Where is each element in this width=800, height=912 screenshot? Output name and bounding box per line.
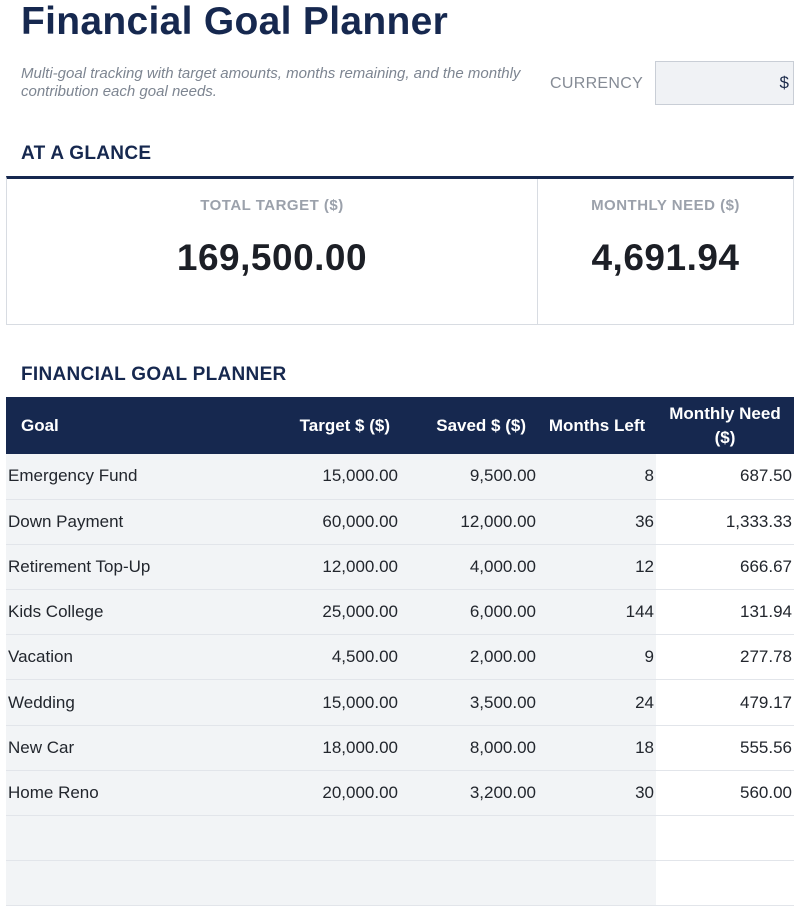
monthly-need-label: MONTHLY NEED ($) [591,197,740,214]
saved-cell[interactable] [400,815,538,862]
monthly-need-cell[interactable]: 560.00 [656,770,794,817]
saved-cell[interactable]: 9,500.00 [400,454,538,500]
monthly-need-cell[interactable] [656,815,794,862]
target-cell[interactable]: 25,000.00 [255,589,400,636]
saved-cell[interactable]: 4,000.00 [400,544,538,591]
target-cell[interactable]: 18,000.00 [255,725,400,771]
target-cell[interactable]: 60,000.00 [255,499,400,545]
monthly-need-cell[interactable]: 1,333.33 [656,499,794,545]
saved-cell[interactable]: 12,000.00 [400,499,538,545]
page-title: Financial Goal Planner [21,0,449,43]
monthly-need-cell[interactable]: 555.56 [656,725,794,771]
target-cell[interactable]: 4,500.00 [255,634,400,681]
months-left-cell[interactable] [538,815,656,862]
saved-cell[interactable]: 6,000.00 [400,589,538,636]
table-row: Down Payment 60,000.00 12,000.00 36 1,333.33 [6,499,794,545]
months-left-cell[interactable]: 30 [538,770,656,817]
months-left-cell[interactable]: 18 [538,725,656,771]
target-cell[interactable]: 15,000.00 [255,679,400,726]
months-left-cell[interactable]: 8 [538,454,656,500]
goal-cell[interactable]: New Car [6,725,255,771]
goal-cell[interactable]: Emergency Fund [6,454,255,500]
column-header-goal[interactable]: Goal [6,397,255,454]
column-header-monthly-need[interactable]: Monthly Need ($) [656,397,794,454]
table-row: New Car 18,000.00 8,000.00 18 555.56 [6,725,794,771]
table-row: Wedding 15,000.00 3,500.00 24 479.17 [6,679,794,726]
column-header-saved[interactable]: Saved $ ($) [400,397,538,454]
months-left-cell[interactable]: 144 [538,589,656,636]
monthly-need-card: MONTHLY NEED ($) 4,691.94 [538,179,793,324]
monthly-need-cell[interactable] [656,860,794,907]
column-header-target[interactable]: Target $ ($) [255,397,400,454]
target-cell[interactable]: 15,000.00 [255,454,400,500]
goal-cell[interactable] [6,815,255,862]
months-left-cell[interactable]: 24 [538,679,656,726]
saved-cell[interactable] [400,860,538,907]
monthly-need-cell[interactable]: 687.50 [656,454,794,500]
goal-cell[interactable]: Home Reno [6,770,255,817]
monthly-need-cell[interactable]: 666.67 [656,544,794,591]
table-row: Retirement Top-Up 12,000.00 4,000.00 12 666.… [6,544,794,591]
column-header-months-left[interactable]: Months Left [538,397,656,454]
table-row: Emergency Fund 15,000.00 9,500.00 8 687.50 [6,454,794,500]
kpi-panel: TOTAL TARGET ($) 169,500.00 MONTHLY NEED… [6,176,794,325]
at-a-glance-heading: AT A GLANCE [21,143,152,164]
goal-cell[interactable]: Retirement Top-Up [6,544,255,591]
months-left-cell[interactable]: 9 [538,634,656,681]
table-row [6,815,794,862]
table-row: Home Reno 20,000.00 3,200.00 30 560.00 [6,770,794,817]
table-header-row: Goal Target $ ($) Saved $ ($) Months Lef… [6,397,794,454]
months-left-cell[interactable]: 12 [538,544,656,591]
goal-cell[interactable]: Down Payment [6,499,255,545]
page-subtitle: Multi-goal tracking with target amounts,… [21,65,521,100]
saved-cell[interactable]: 8,000.00 [400,725,538,771]
target-cell[interactable]: 12,000.00 [255,544,400,591]
months-left-cell[interactable] [538,860,656,907]
goal-cell[interactable]: Wedding [6,679,255,726]
monthly-need-cell[interactable]: 131.94 [656,589,794,636]
total-target-card: TOTAL TARGET ($) 169,500.00 [7,179,538,324]
saved-cell[interactable]: 2,000.00 [400,634,538,681]
table-row [6,860,794,907]
months-left-cell[interactable]: 36 [538,499,656,545]
currency-input[interactable] [655,61,794,105]
total-target-value: 169,500.00 [176,237,368,278]
target-cell[interactable] [255,815,400,862]
goal-cell[interactable] [6,860,255,907]
monthly-need-cell[interactable]: 277.78 [656,634,794,681]
saved-cell[interactable]: 3,500.00 [400,679,538,726]
total-target-label: TOTAL TARGET ($) [200,197,344,214]
table-row: Kids College 25,000.00 6,000.00 144 131.94 [6,589,794,636]
currency-label: CURRENCY [550,75,644,92]
goal-cell[interactable]: Kids College [6,589,255,636]
goals-table: Goal Target $ ($) Saved $ ($) Months Lef… [6,397,794,907]
saved-cell[interactable]: 3,200.00 [400,770,538,817]
target-cell[interactable]: 20,000.00 [255,770,400,817]
table-row: Vacation 4,500.00 2,000.00 9 277.78 [6,634,794,681]
monthly-need-cell[interactable]: 479.17 [656,679,794,726]
monthly-need-value: 4,691.94 [591,237,740,278]
goal-cell[interactable]: Vacation [6,634,255,681]
target-cell[interactable] [255,860,400,907]
goal-planner-heading: FINANCIAL GOAL PLANNER [21,364,287,385]
